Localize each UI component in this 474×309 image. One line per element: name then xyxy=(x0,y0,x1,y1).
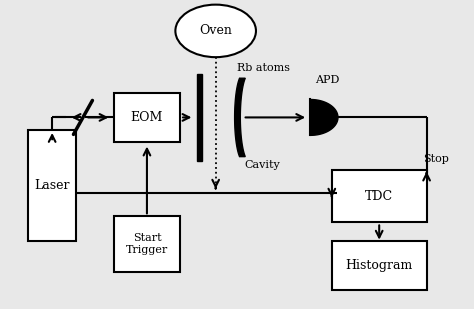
Text: Cavity: Cavity xyxy=(244,160,280,170)
Text: TDC: TDC xyxy=(365,190,393,203)
Text: EOM: EOM xyxy=(131,111,163,124)
Text: Histogram: Histogram xyxy=(346,259,413,272)
Text: APD: APD xyxy=(315,75,339,85)
Polygon shape xyxy=(197,74,202,161)
Bar xyxy=(114,216,180,272)
Bar xyxy=(332,170,427,222)
Polygon shape xyxy=(310,99,338,135)
Text: Stop: Stop xyxy=(423,154,449,164)
Bar xyxy=(114,93,180,142)
Text: Oven: Oven xyxy=(199,24,232,37)
Polygon shape xyxy=(235,78,245,157)
Text: Start
Trigger: Start Trigger xyxy=(126,233,168,255)
Text: Laser: Laser xyxy=(35,179,70,192)
Circle shape xyxy=(175,5,256,57)
Text: Rb atoms: Rb atoms xyxy=(237,63,290,73)
Bar xyxy=(332,241,427,290)
Bar xyxy=(28,130,76,241)
